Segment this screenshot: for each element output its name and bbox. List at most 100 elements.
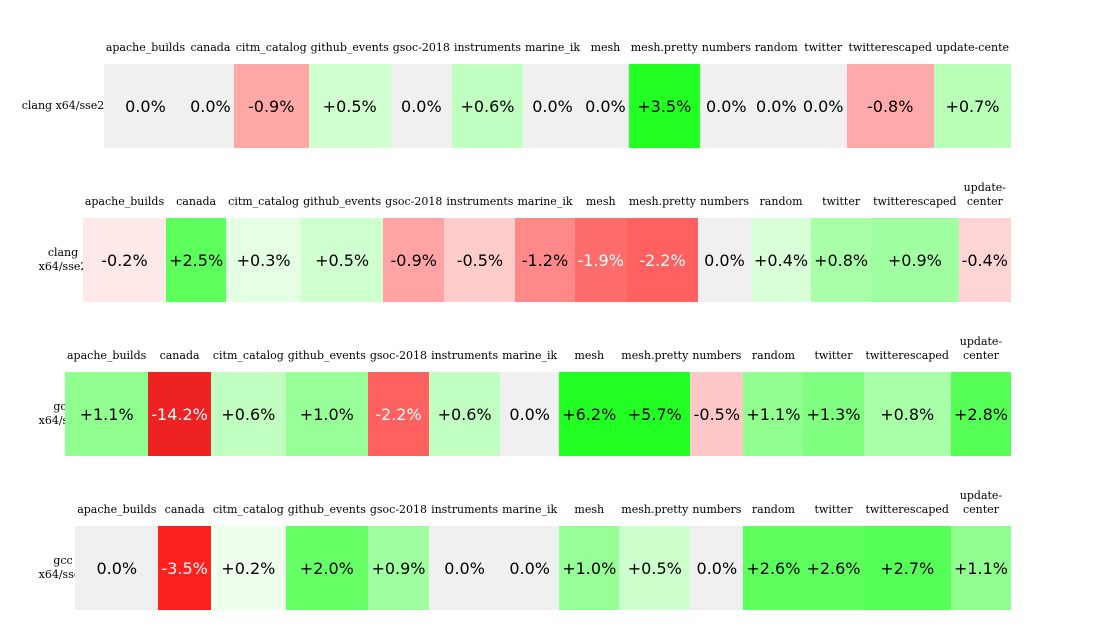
cell: -3.5% <box>158 526 211 610</box>
cell: +0.9% <box>871 218 959 302</box>
heatmap-table: apache_builds canada citm_catalog github_ev… <box>103 24 1011 148</box>
cell: -14.2% <box>148 372 211 456</box>
column-header: random <box>754 41 798 54</box>
column-header: mesh <box>574 503 605 516</box>
cell: -0.5% <box>444 218 516 302</box>
cell: +1.1% <box>65 372 149 456</box>
column-header: apache_builds <box>67 349 147 362</box>
table: apache_builds canada citm_catalog github_ev… <box>103 24 1011 148</box>
heatmap-table: apache_builds canada citm_catalog github_ev… <box>75 486 1011 610</box>
cell: 0.0% <box>75 526 159 610</box>
cell: +6.2% <box>559 372 620 456</box>
column-header: canada <box>159 349 200 362</box>
cell: +0.8% <box>863 372 951 456</box>
cell: 0.0% <box>500 526 560 610</box>
row-label: clang x64/sse2 <box>21 99 105 112</box>
cell: +0.6% <box>210 372 286 456</box>
header-row: apache_builds canada citm_catalog github_ev… <box>65 332 1011 372</box>
header-row: apache_builds canada citm_catalog github_ev… <box>83 178 1011 218</box>
column-header: mesh <box>574 349 605 362</box>
column-header: twitterescaped <box>865 349 949 362</box>
column-header: mesh.pretty <box>621 503 689 516</box>
heatmap-table: apache_builds canada citm_catalog github_ev… <box>65 332 1011 456</box>
column-header: mesh.pretty <box>630 41 698 54</box>
column-header: numbers <box>692 349 742 362</box>
column-header: citm_catalog <box>212 349 284 362</box>
column-header: gsoc-2018 <box>385 195 443 208</box>
column-header: numbers <box>692 503 742 516</box>
table: apache_builds canada citm_catalog github_ev… <box>82 178 1011 302</box>
column-header: apache_builds <box>84 195 165 208</box>
cell: +0.5% <box>619 526 691 610</box>
cell: +0.7% <box>933 64 1011 148</box>
column-header: twitter <box>822 195 861 208</box>
column-header: instruments <box>453 41 522 54</box>
column-header: twitterescaped <box>873 195 957 208</box>
column-header: twitterescaped <box>848 41 932 54</box>
row-label: clang x64/sse2 <box>38 246 88 273</box>
column-header: update- center <box>959 335 1003 362</box>
column-header: twitter <box>814 503 853 516</box>
cell: +0.6% <box>451 64 524 148</box>
column-header: update- center <box>963 181 1006 208</box>
cell: -0.2% <box>82 218 167 302</box>
cell: -2.2% <box>626 218 698 302</box>
cell: +2.6% <box>743 526 804 610</box>
heatmap-table: apache_builds canada citm_catalog github_ev… <box>82 178 1011 302</box>
cell: +1.1% <box>950 526 1011 610</box>
cell: +1.0% <box>285 372 368 456</box>
cell: 0.0% <box>799 64 847 148</box>
data-row: 0.0% -3.5% +0.2% +2.0% +0.9% 0.0% 0.0% +1.0% +0.… <box>75 526 1011 610</box>
cell: +0.5% <box>301 218 384 302</box>
cell: -1.2% <box>515 218 575 302</box>
column-header: twitter <box>814 349 853 362</box>
column-header: apache_builds <box>77 503 157 516</box>
cell: +2.7% <box>863 526 951 610</box>
column-header: github_events <box>303 195 382 208</box>
cell: -0.8% <box>846 64 934 148</box>
cell: 0.0% <box>523 64 583 148</box>
column-header: marine_ik <box>502 503 558 516</box>
cell: +0.5% <box>308 64 391 148</box>
column-header: canada <box>176 195 217 208</box>
cell: +2.8% <box>950 372 1011 456</box>
data-row: -0.2% +2.5% +0.3% +0.5% -0.9% -0.5% -1.2% -1.9%… <box>82 218 1011 302</box>
column-header: random <box>751 349 795 362</box>
row-label: gcc x64/sse2 <box>38 554 88 581</box>
column-header: citm_catalog <box>212 503 284 516</box>
header-row: apache_builds canada citm_catalog github_ev… <box>75 486 1011 526</box>
cell: -0.9% <box>233 64 309 148</box>
column-header: canada <box>164 503 205 516</box>
cell: +1.1% <box>743 372 804 456</box>
data-row: +1.1% -14.2% +0.6% +1.0% -2.2% +0.6% 0.0% +6.2%… <box>65 372 1011 456</box>
table: apache_builds canada citm_catalog github_ev… <box>65 332 1011 456</box>
column-header: gsoc-2018 <box>392 41 450 54</box>
cell: +5.7% <box>619 372 691 456</box>
column-header: github_events <box>287 503 366 516</box>
cell: 0.0% <box>582 64 629 148</box>
cell: +1.3% <box>803 372 864 456</box>
cell: +0.3% <box>226 218 302 302</box>
column-header: marine_ik <box>517 195 573 208</box>
cell: 0.0% <box>390 64 452 148</box>
cell: +2.0% <box>285 526 368 610</box>
column-header: instruments <box>446 195 514 208</box>
column-header: twitterescaped <box>865 503 949 516</box>
cell: 0.0% <box>500 372 560 456</box>
column-header: github_events <box>287 349 366 362</box>
column-header: gsoc-2018 <box>369 503 428 516</box>
column-header: twitter <box>804 41 843 54</box>
column-header: marine_ik <box>502 349 558 362</box>
cell: -2.2% <box>367 372 430 456</box>
cell: 0.0% <box>187 64 234 148</box>
column-header: numbers <box>701 41 751 54</box>
column-header: github_events <box>310 41 389 54</box>
column-header: numbers <box>699 195 750 208</box>
cell: 0.0% <box>103 64 188 148</box>
table: apache_builds canada citm_catalog github_ev… <box>75 486 1011 610</box>
column-header: apache_builds <box>105 41 186 54</box>
cell: -0.4% <box>958 218 1011 302</box>
column-header: mesh.pretty <box>628 195 696 208</box>
cell: 0.0% <box>697 218 752 302</box>
